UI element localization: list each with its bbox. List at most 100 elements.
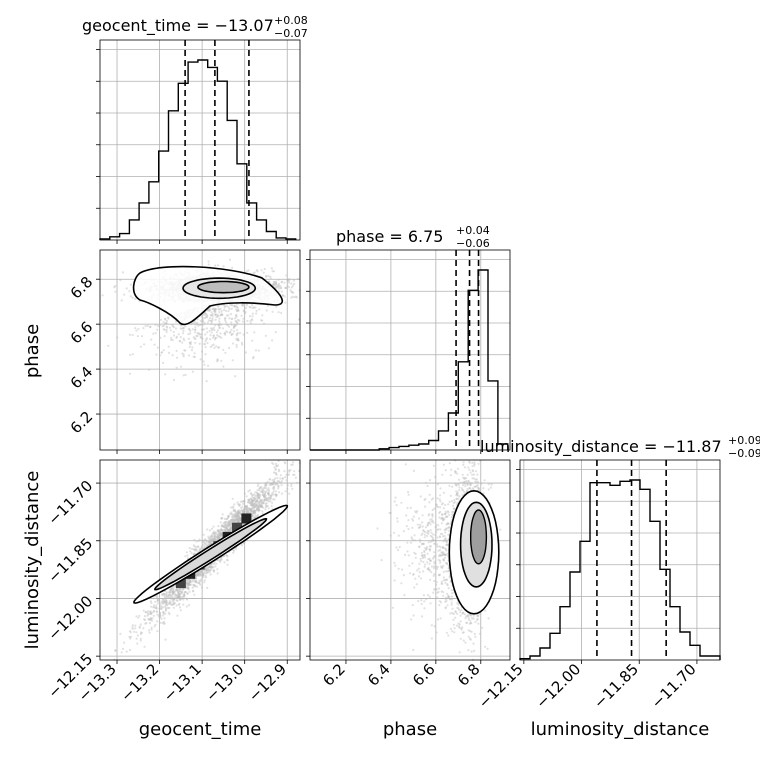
scatter-point <box>213 532 216 535</box>
scatter-point <box>204 353 207 356</box>
scatter-point <box>200 578 203 581</box>
scatter-point <box>258 494 261 497</box>
scatter-point <box>185 582 188 585</box>
scatter-point <box>270 505 273 508</box>
scatter-point <box>190 547 193 550</box>
scatter-point <box>182 329 185 333</box>
scatter-point <box>276 479 279 483</box>
scatter-point <box>156 600 159 603</box>
scatter-point <box>120 651 123 654</box>
scatter-point <box>230 317 233 321</box>
scatter-point <box>131 296 134 299</box>
scatter-point <box>212 570 216 573</box>
scatter-point <box>165 594 168 597</box>
scatter-point <box>246 508 249 511</box>
scatter-point <box>224 520 227 524</box>
scatter-point <box>121 647 124 651</box>
scatter-point <box>172 603 175 606</box>
scatter-point <box>228 529 231 532</box>
scatter-point <box>129 295 132 298</box>
scatter-point <box>277 285 280 288</box>
scatter-point <box>178 602 181 606</box>
scatter-point <box>195 323 198 326</box>
scatter-point <box>162 321 165 324</box>
scatter-point <box>186 586 189 589</box>
scatter-point <box>214 338 217 341</box>
scatter-point <box>250 502 253 505</box>
scatter-point <box>218 326 221 329</box>
scatter-point <box>248 499 251 502</box>
scatter-point <box>203 328 206 331</box>
scatter-point <box>235 320 238 323</box>
scatter-point <box>260 269 263 272</box>
scatter-point <box>156 620 159 623</box>
scatter-point <box>271 461 274 464</box>
scatter-point <box>181 341 184 344</box>
scatter-point <box>190 552 193 555</box>
scatter-point <box>172 326 175 329</box>
scatter-point <box>232 549 236 552</box>
scatter-point <box>264 334 267 337</box>
scatter-point <box>192 322 195 325</box>
scatter-point <box>211 344 214 347</box>
scatter-point <box>147 629 151 632</box>
scatter-point <box>119 632 122 636</box>
scatter-point <box>271 270 274 273</box>
scatter-point <box>275 282 278 285</box>
scatter-point <box>128 648 132 652</box>
scatter-point <box>144 324 147 328</box>
scatter-point <box>228 258 231 261</box>
scatter-point <box>206 316 209 319</box>
scatter-point <box>291 461 295 464</box>
scatter-point <box>167 351 171 354</box>
scatter-point <box>175 320 178 323</box>
scatter-point <box>135 631 138 634</box>
scatter-point <box>214 313 217 316</box>
scatter-point <box>194 323 197 326</box>
scatter-point <box>147 612 150 615</box>
scatter-point <box>139 637 142 640</box>
scatter-point <box>183 594 186 597</box>
scatter-point <box>213 308 216 311</box>
scatter-point <box>271 479 274 482</box>
scatter-point <box>185 597 188 600</box>
scatter-point <box>193 593 196 596</box>
scatter-point <box>231 506 235 509</box>
scatter-point <box>246 504 249 507</box>
scatter-point <box>271 483 274 486</box>
scatter-point <box>177 596 180 599</box>
scatter-point <box>271 487 274 490</box>
scatter-point <box>217 532 220 535</box>
scatter-point <box>230 333 233 336</box>
scatter-point <box>246 507 249 510</box>
scatter-point <box>220 517 223 520</box>
scatter-point <box>220 531 223 535</box>
scatter-point <box>274 284 277 287</box>
scatter-point <box>165 592 168 595</box>
scatter-point <box>284 301 287 304</box>
scatter-point <box>166 326 169 329</box>
scatter-point <box>216 315 219 318</box>
scatter-point <box>280 286 283 289</box>
scatter-point <box>272 284 275 287</box>
scatter-point <box>249 508 252 511</box>
scatter-point <box>132 630 136 633</box>
scatter-point <box>203 312 206 315</box>
scatter-point <box>276 284 280 287</box>
scatter-point <box>267 496 271 499</box>
scatter-point <box>279 474 282 477</box>
scatter-point <box>228 346 231 350</box>
scatter-point <box>188 547 191 550</box>
scatter-point <box>192 355 195 358</box>
scatter-point <box>245 270 248 273</box>
scatter-point <box>161 593 164 596</box>
scatter-point <box>177 591 180 594</box>
scatter-point <box>155 606 158 610</box>
scatter-point <box>218 322 221 325</box>
scatter-point <box>176 589 179 592</box>
scatter-point <box>275 280 278 283</box>
scatter-point <box>244 306 247 310</box>
scatter-point <box>267 498 270 502</box>
scatter-point <box>206 321 209 324</box>
scatter-point <box>136 642 139 645</box>
